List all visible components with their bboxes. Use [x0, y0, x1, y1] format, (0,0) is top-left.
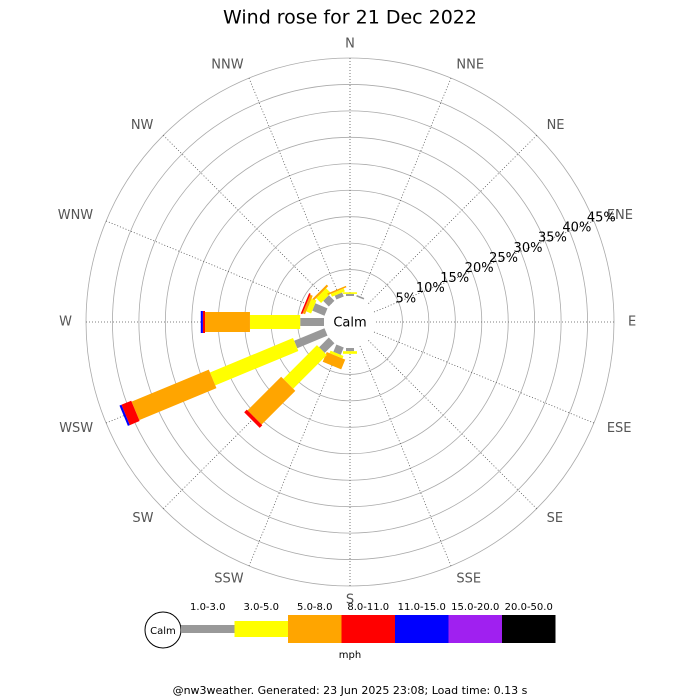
legend-swatch — [234, 621, 288, 637]
wind-bar-segment — [294, 328, 328, 349]
direction-label: NW — [131, 118, 154, 133]
wind-bar-segment — [312, 284, 329, 301]
legend-swatch — [181, 625, 235, 633]
radial-tick-label: 30% — [514, 241, 543, 256]
wind-bar-segment — [244, 409, 263, 428]
wind-bar-segment — [131, 369, 217, 421]
wind-bar-segment — [302, 294, 313, 315]
radial-tick-label: 35% — [538, 231, 567, 246]
legend-unit: mph — [339, 650, 361, 661]
wind-bar-segment — [327, 285, 347, 295]
wind-bar-segment — [346, 348, 354, 352]
direction-label: WNW — [58, 208, 94, 223]
legend-label: 8.0-11.0 — [347, 602, 389, 613]
spoke — [359, 77, 452, 299]
legend-calm-label: Calm — [150, 626, 176, 637]
wind-bar-segment — [300, 318, 324, 326]
direction-label: E — [628, 315, 636, 330]
direction-label: NNE — [456, 58, 484, 73]
spoke — [368, 340, 537, 509]
wind-bar-segment — [333, 344, 344, 355]
spoke — [248, 345, 341, 567]
legend-label: 1.0-3.0 — [190, 602, 225, 613]
radial-tick-label: 5% — [396, 291, 417, 306]
wind-bar-segment — [322, 351, 346, 370]
direction-label: NNW — [211, 58, 243, 73]
footer: @nw3weather. Generated: 23 Jun 2025 23:0… — [173, 684, 528, 697]
wind-bar-segment — [205, 312, 250, 332]
radial-tick-label: 40% — [562, 221, 591, 236]
grid-ring — [138, 110, 562, 534]
legend-swatch — [395, 615, 449, 643]
wind-bar-segment — [200, 311, 203, 333]
direction-label: ENE — [607, 208, 633, 223]
wind-bar-segment — [343, 292, 357, 294]
legend-swatch — [341, 615, 395, 643]
radial-tick-label: 10% — [416, 281, 445, 296]
direction-label: SSW — [214, 571, 244, 586]
wind-bar-segment — [319, 337, 335, 353]
grid-ring — [112, 84, 588, 560]
spoke — [373, 331, 595, 424]
legend-swatch — [288, 615, 342, 643]
grid-ring — [164, 136, 536, 508]
chart-title: Wind rose for 21 Dec 2022 — [223, 7, 477, 29]
wind-bar-segment — [306, 298, 317, 314]
spoke — [248, 77, 341, 299]
spoke — [105, 220, 327, 313]
legend-swatch — [448, 615, 502, 643]
direction-label: W — [59, 315, 72, 330]
wind-bar-segment — [329, 350, 344, 359]
wind-bar-segment — [121, 400, 140, 426]
wind-bar-segment — [249, 315, 301, 329]
direction-label: S — [346, 593, 354, 608]
wind-bar-segment — [316, 288, 331, 303]
legend-label: 11.0-15.0 — [398, 602, 446, 613]
spoke — [359, 345, 452, 567]
spoke — [373, 220, 595, 313]
direction-label: SW — [132, 511, 153, 526]
radial-tick-label: 25% — [489, 251, 518, 266]
radial-tick-label: 45% — [587, 210, 616, 225]
calm-label: Calm — [333, 316, 366, 331]
wind-bar-segment — [283, 345, 327, 389]
wind-bar-segment — [119, 404, 130, 426]
direction-label: NE — [547, 118, 565, 133]
legend-label: 3.0-5.0 — [244, 602, 279, 613]
wind-bar-segment — [334, 292, 344, 300]
direction-label: SE — [547, 511, 563, 526]
wind-bar-segment — [312, 303, 328, 316]
radial-tick-label: 20% — [465, 261, 494, 276]
wind-bar-segment — [343, 351, 357, 354]
legend-label: 5.0-8.0 — [297, 602, 332, 613]
wind-bar-segment — [209, 338, 299, 386]
wind-bar-segment — [356, 294, 365, 300]
wind-bar-segment — [346, 293, 354, 296]
direction-label: SSE — [456, 571, 481, 586]
wind-bar-segment — [330, 288, 345, 297]
wind-bar-segment — [300, 293, 311, 315]
direction-label: ESE — [607, 421, 632, 436]
calm-circle — [326, 298, 374, 346]
legend-swatch — [502, 615, 556, 643]
wind-bar-segment — [247, 376, 296, 425]
direction-label: N — [345, 37, 355, 52]
direction-label: WSW — [59, 421, 93, 436]
legend-label: 15.0-20.0 — [451, 602, 499, 613]
radial-tick-label: 15% — [440, 271, 469, 286]
wind-bar-segment — [202, 311, 205, 333]
spoke — [368, 135, 537, 304]
wind-bar-segment — [323, 295, 335, 307]
spoke — [163, 135, 332, 304]
legend-label: 20.0-50.0 — [505, 602, 553, 613]
